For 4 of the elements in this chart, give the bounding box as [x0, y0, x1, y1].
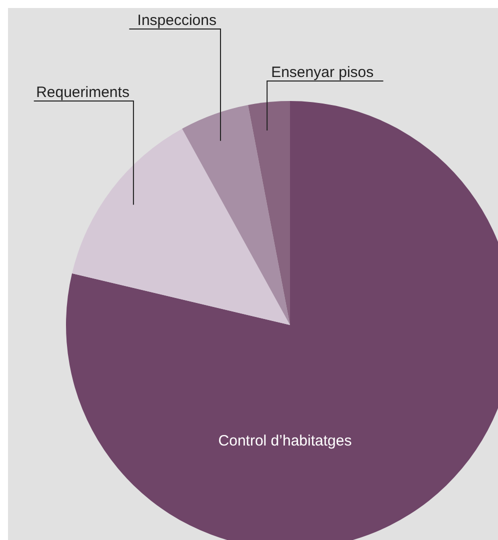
slice-label: Inspeccions — [137, 12, 217, 29]
slice-label: Ensenyar pisos — [271, 64, 374, 81]
slice-label: Control d’habitatges — [218, 432, 352, 450]
slice-label: Requeriments — [36, 84, 130, 101]
